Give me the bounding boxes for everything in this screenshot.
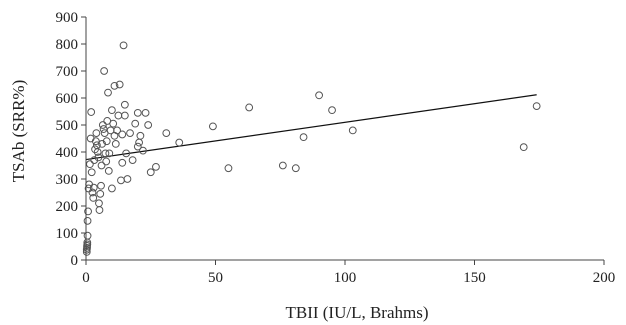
y-tick-label: 800: [56, 37, 79, 53]
data-point: [126, 129, 134, 138]
data-point: [117, 176, 125, 185]
data-point: [113, 126, 121, 135]
data-point: [291, 164, 300, 173]
x-tick-label: 50: [208, 270, 223, 286]
axes-layer: [85, 17, 604, 261]
data-point: [299, 133, 308, 142]
data-point: [133, 108, 142, 117]
data-point: [532, 102, 541, 110]
data-point: [82, 248, 91, 256]
data-point: [90, 156, 99, 165]
data-point: [108, 184, 116, 193]
data-point: [95, 206, 104, 214]
data-point: [123, 175, 132, 183]
data-point: [119, 41, 128, 50]
data-point: [139, 146, 147, 155]
data-point: [224, 164, 233, 173]
data-point: [104, 167, 113, 175]
data-point: [100, 67, 109, 75]
data-point: [245, 103, 254, 112]
data-point: [102, 157, 111, 166]
data-point: [209, 122, 217, 131]
data-point: [98, 121, 107, 129]
data-point: [87, 108, 96, 116]
data-point: [111, 140, 120, 148]
data-point: [136, 131, 145, 140]
data-point: [110, 81, 119, 90]
data-point: [83, 231, 92, 240]
data-point: [118, 158, 127, 167]
y-tick-label: 400: [56, 145, 79, 161]
data-point: [109, 119, 118, 128]
data-point: [95, 199, 103, 208]
data-point: [97, 181, 105, 190]
data-point: [84, 184, 93, 193]
data-point: [519, 143, 528, 152]
data-point: [96, 189, 105, 198]
data-point: [83, 216, 92, 225]
data-point: [85, 160, 94, 169]
y-tick-label: 900: [56, 10, 79, 26]
data-point: [135, 138, 143, 147]
data-point: [85, 180, 94, 189]
data-point: [87, 168, 96, 177]
trend-line: [85, 94, 537, 161]
data-point: [84, 207, 92, 216]
data-point: [146, 168, 155, 177]
y-tick-label: 700: [56, 64, 79, 80]
data-point: [315, 91, 324, 100]
data-point: [144, 121, 153, 129]
data-point: [115, 80, 124, 89]
data-point: [94, 153, 103, 162]
y-tick-label: 0: [71, 253, 79, 269]
y-tick-label: 600: [56, 91, 79, 107]
data-point: [89, 194, 98, 202]
data-point: [120, 111, 129, 120]
x-tick-label: 200: [593, 270, 616, 286]
data-point: [278, 161, 287, 170]
data-point: [102, 137, 111, 146]
data-point: [118, 130, 127, 139]
data-point: [128, 156, 137, 165]
x-tick-label: 100: [334, 270, 357, 286]
data-point: [101, 149, 110, 158]
data-point: [133, 142, 142, 151]
ticks-layer: 0 50 100 150 200 0 100 200 300 400 500 600 700 800 900: [56, 10, 616, 286]
data-point: [89, 183, 98, 192]
x-axis-title: TBII (IU/L, Brahms): [285, 303, 428, 322]
data-point: [141, 108, 150, 117]
points-layer: [82, 41, 541, 256]
y-tick-label: 100: [56, 226, 79, 242]
data-point: [93, 148, 102, 156]
data-point: [105, 149, 114, 158]
data-point: [175, 138, 184, 147]
data-point: [88, 188, 97, 197]
data-point: [348, 126, 357, 135]
trend-layer: [85, 94, 537, 161]
data-point: [162, 129, 171, 138]
x-tick-label: 150: [463, 270, 486, 286]
y-tick-label: 200: [56, 199, 79, 215]
data-point: [92, 129, 101, 138]
y-tick-label: 500: [56, 118, 79, 134]
data-point: [122, 149, 131, 158]
data-point: [91, 145, 99, 154]
x-tick-label: 0: [82, 270, 90, 286]
data-point: [91, 137, 100, 146]
data-point: [108, 106, 116, 115]
data-point: [104, 88, 112, 97]
y-axis-title: TSAb (SRR%): [9, 80, 28, 182]
data-point: [97, 161, 106, 170]
data-point: [328, 106, 336, 115]
data-point: [98, 140, 106, 148]
data-point: [152, 162, 160, 171]
data-point: [131, 119, 140, 128]
data-point: [120, 100, 129, 109]
data-point: [114, 111, 123, 120]
y-tick-label: 300: [56, 172, 79, 188]
